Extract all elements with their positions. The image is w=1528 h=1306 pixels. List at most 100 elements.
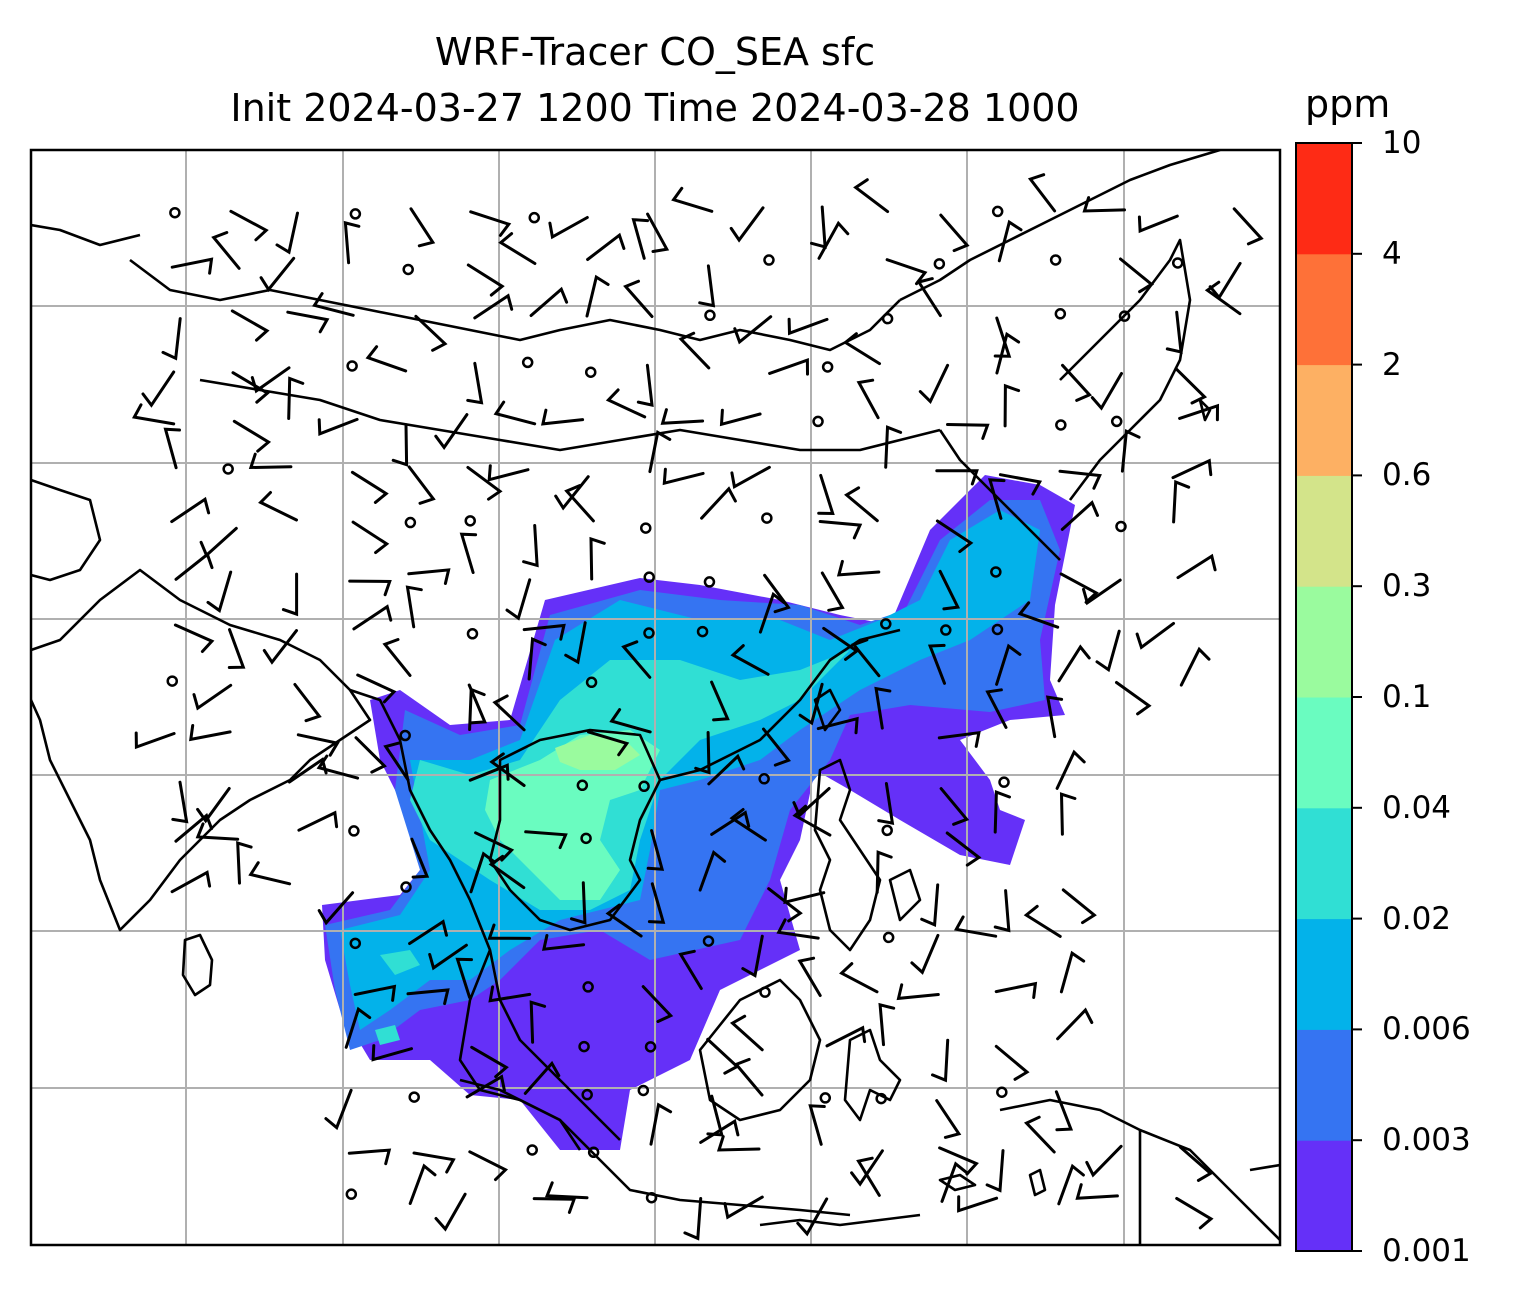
wind-barb <box>648 430 672 474</box>
calm-wind-marker <box>346 360 358 372</box>
wind-barb <box>884 425 903 469</box>
calm-wind-marker <box>585 676 598 689</box>
wind-barb <box>383 741 410 782</box>
calm-wind-marker <box>996 1086 1008 1098</box>
wind-barb <box>839 962 879 994</box>
wind-barb <box>232 419 272 453</box>
wind-barb <box>316 754 360 780</box>
wind-barb <box>410 837 430 879</box>
wind-barb <box>275 211 299 255</box>
wind-barb <box>505 578 532 621</box>
wind-barb <box>818 520 863 540</box>
wind-barb <box>698 850 727 892</box>
wind-barb <box>371 1044 413 1062</box>
calm-wind-marker <box>169 206 181 219</box>
calm-wind-marker <box>812 415 824 428</box>
wind-barb <box>412 1151 456 1174</box>
wind-barb <box>1061 363 1093 402</box>
wind-barb <box>762 727 791 767</box>
wind-barb <box>671 186 714 213</box>
calm-wind-marker <box>584 366 597 378</box>
wind-barb <box>1082 196 1126 213</box>
wind-barb <box>1023 904 1062 938</box>
wind-barb <box>822 626 860 661</box>
wind-barb <box>408 919 448 945</box>
calm-wind-marker <box>991 623 1004 636</box>
wind-barb <box>343 220 361 265</box>
wind-barb <box>529 286 569 317</box>
wind-barb <box>885 258 928 286</box>
wind-barb <box>987 478 1006 520</box>
wind-barb <box>532 1197 577 1214</box>
calm-wind-marker <box>880 618 892 630</box>
calm-wind-marker <box>345 1188 358 1200</box>
calm-wind-marker <box>882 931 895 944</box>
calm-wind-marker <box>348 825 360 837</box>
wind-barb <box>733 315 773 345</box>
wind-barb <box>850 1149 884 1187</box>
wind-barb <box>498 232 537 265</box>
wind-barb <box>796 1197 829 1237</box>
wind-barb <box>792 787 831 818</box>
wind-barb <box>631 218 649 260</box>
wind-barb <box>1174 367 1208 405</box>
wind-barb <box>466 361 484 405</box>
wind-barb <box>699 1118 740 1144</box>
wind-barb <box>945 831 982 867</box>
wind-barb <box>940 1161 969 1203</box>
wind-barb <box>939 213 970 253</box>
wind-barb <box>428 943 468 971</box>
wind-barb <box>570 881 587 925</box>
calm-wind-marker <box>644 1041 657 1053</box>
wind-barb <box>710 810 751 836</box>
wind-barb <box>851 638 881 678</box>
wind-barb <box>465 1074 506 1099</box>
wind-barb <box>1056 1007 1094 1041</box>
tracer-patch <box>375 1025 400 1045</box>
wind-barb <box>649 1102 673 1146</box>
wind-barb <box>231 371 270 404</box>
calm-wind-marker <box>940 624 952 636</box>
wind-barb <box>825 1025 867 1048</box>
wind-barb <box>406 988 450 1006</box>
wind-barb <box>730 644 770 676</box>
wind-barb <box>733 1057 764 1097</box>
wind-barb <box>382 638 412 677</box>
wind-barb <box>646 829 665 871</box>
wind-barb <box>798 682 824 726</box>
wind-barb <box>1178 1145 1214 1182</box>
wind-barb <box>927 643 946 685</box>
wind-barb <box>407 465 436 505</box>
wind-barb <box>1137 214 1179 234</box>
wind-barb <box>935 469 979 486</box>
colorbar-band <box>1296 1140 1352 1252</box>
wind-barb <box>920 883 940 928</box>
calm-wind-marker <box>638 780 650 793</box>
colorbar-band <box>1296 807 1352 920</box>
wind-barb <box>589 536 606 581</box>
wind-barb <box>985 688 1008 729</box>
wind-barb <box>523 1060 561 1095</box>
wind-barb <box>767 887 803 923</box>
wind-barb <box>189 724 232 742</box>
wind-barb <box>352 604 393 631</box>
wind-barb <box>842 332 881 366</box>
wind-barb <box>227 628 246 669</box>
colorbar-band <box>1296 364 1352 476</box>
wind-barb <box>836 559 881 577</box>
wind-barb <box>1115 681 1152 716</box>
wind-barb <box>938 1146 979 1176</box>
wind-barb <box>776 918 820 940</box>
wind-barb <box>466 263 505 297</box>
wind-barb <box>810 205 827 249</box>
wind-barb <box>493 400 537 426</box>
wind-barb <box>459 532 478 574</box>
map-subtitle: Init 2024-03-27 1200 Time 2024-03-28 100… <box>230 86 1080 130</box>
wind-barb <box>262 629 298 665</box>
calm-wind-marker <box>702 935 715 947</box>
calm-wind-marker <box>404 516 417 529</box>
wind-barb <box>353 984 397 1002</box>
wind-barb <box>1090 372 1123 411</box>
wind-barb <box>994 1044 1030 1081</box>
wind-barb <box>470 1045 509 1079</box>
